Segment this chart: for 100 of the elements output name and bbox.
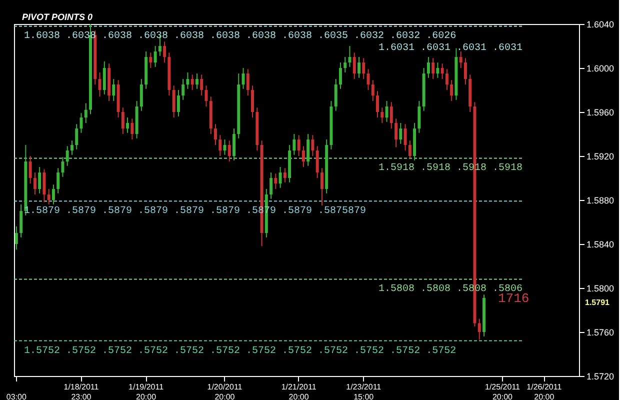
candlestick: [20, 204, 23, 238]
candlestick: [450, 80, 454, 102]
candlestick: [182, 78, 185, 100]
candlestick: [70, 140, 74, 156]
candlestick: [464, 58, 467, 85]
candlestick: [459, 51, 462, 68]
candlestick: [154, 46, 157, 68]
candlestick: [172, 85, 176, 118]
y-tick-label: 1.5720: [586, 372, 614, 382]
candlestick: [195, 73, 198, 90]
candlestick: [176, 90, 180, 117]
candlestick: [242, 68, 245, 90]
candlestick: [316, 146, 319, 178]
candlestick: [56, 168, 60, 194]
candlestick: [432, 58, 435, 80]
text: 1/19/2011: [128, 382, 164, 392]
candlestick: [292, 134, 296, 156]
candlestick: [366, 68, 370, 90]
candlestick: [376, 90, 380, 118]
candlestick: [306, 134, 310, 166]
candlestick: [385, 100, 388, 122]
candlestick: [75, 124, 78, 150]
text: 1/26/2011: [526, 382, 562, 392]
candlestick: [436, 62, 440, 78]
candlestick: [352, 52, 356, 80]
y-tick-label: 1.5960: [586, 108, 614, 118]
candlestick: [274, 173, 278, 190]
candlestick: [232, 128, 236, 161]
text: 1/18/2011: [64, 382, 100, 392]
candlestick: [200, 74, 204, 96]
candlestick: [80, 112, 83, 134]
candlestick: [102, 60, 106, 95]
candlestick: [112, 78, 116, 102]
ref-line-label: 1.5752 .5752 .5752 .5752 .5752 .5752 .5752 .5752 .5752 .5752 .5752 .5752: [24, 346, 456, 357]
candlestick: [84, 102, 88, 124]
candlestick: [357, 56, 360, 78]
candlestick: [380, 107, 384, 124]
x-tick-label: 20:00: [534, 392, 555, 400]
candlestick: [121, 107, 124, 134]
candlestick: [283, 168, 286, 183]
candlestick: [214, 124, 217, 146]
text: 1/20/2011: [207, 382, 243, 392]
candlestick: [130, 118, 134, 140]
candlestick: [338, 62, 342, 90]
candlestick: [42, 168, 46, 203]
candlestick: [47, 188, 50, 205]
y-tick-label: 1.5880: [586, 196, 614, 206]
annotation: 1716: [498, 290, 530, 306]
y-tick-label: 1.5920: [586, 152, 614, 162]
candlestick: [408, 140, 412, 159]
candlestick: [390, 102, 393, 129]
candlestick: [348, 46, 352, 68]
y-tick-label: 1.6040: [586, 20, 614, 30]
text: 1.5791: [585, 298, 610, 307]
candlestick: [302, 146, 305, 168]
candlestick: [394, 118, 398, 148]
candlestick: [445, 68, 448, 90]
x-tick-label: 20:00: [492, 392, 514, 400]
x-tick-label: 03:00: [6, 392, 27, 400]
candlestick: [204, 85, 208, 107]
candlestick: [344, 56, 347, 73]
candlestick: [440, 63, 444, 80]
candlestick: [246, 68, 250, 96]
candlestick: [278, 166, 282, 188]
candlestick: [186, 72, 190, 90]
candlestick: [399, 122, 402, 144]
candlestick: [251, 85, 254, 118]
candlestick: [14, 226, 18, 250]
candlestick: [61, 156, 64, 178]
candlestick: [228, 140, 231, 162]
candlestick: [126, 117, 130, 134]
candlestick: [52, 184, 55, 205]
y-tick-label: 1.5840: [586, 240, 614, 250]
candlestick: [426, 56, 430, 78]
y-tick-label: 1.5800: [586, 284, 614, 294]
candlestick: [98, 72, 102, 98]
y-tick-label: 1.5760: [586, 328, 614, 338]
candlestick: [218, 134, 222, 156]
candlestick: [270, 172, 273, 200]
text: PIVOT POINTS 0: [22, 12, 93, 22]
candlestick: [66, 146, 69, 166]
candlestick: [297, 134, 300, 156]
candlestick: [190, 74, 194, 90]
x-tick-label: 23:00: [71, 392, 92, 400]
candlestick: [311, 134, 314, 156]
candlestick: [320, 168, 324, 206]
candlestick: [149, 52, 152, 68]
text: 1/25/2011: [485, 382, 521, 392]
x-tick-label: 20:00: [136, 392, 157, 400]
candlestick: [140, 78, 143, 112]
x-tick-label: 20:00: [288, 392, 310, 400]
candlestick: [163, 41, 166, 63]
text: 1/23/2011: [346, 382, 382, 392]
candlestick: [371, 80, 374, 102]
candlestick: [223, 139, 226, 156]
candlestick: [362, 58, 366, 80]
text: 1/21/2011: [281, 382, 317, 392]
candlestick: [38, 166, 42, 194]
x-tick-label: 15:00: [354, 392, 374, 400]
annotation: 1.6031 .6031 .6031 .6031: [378, 43, 522, 54]
